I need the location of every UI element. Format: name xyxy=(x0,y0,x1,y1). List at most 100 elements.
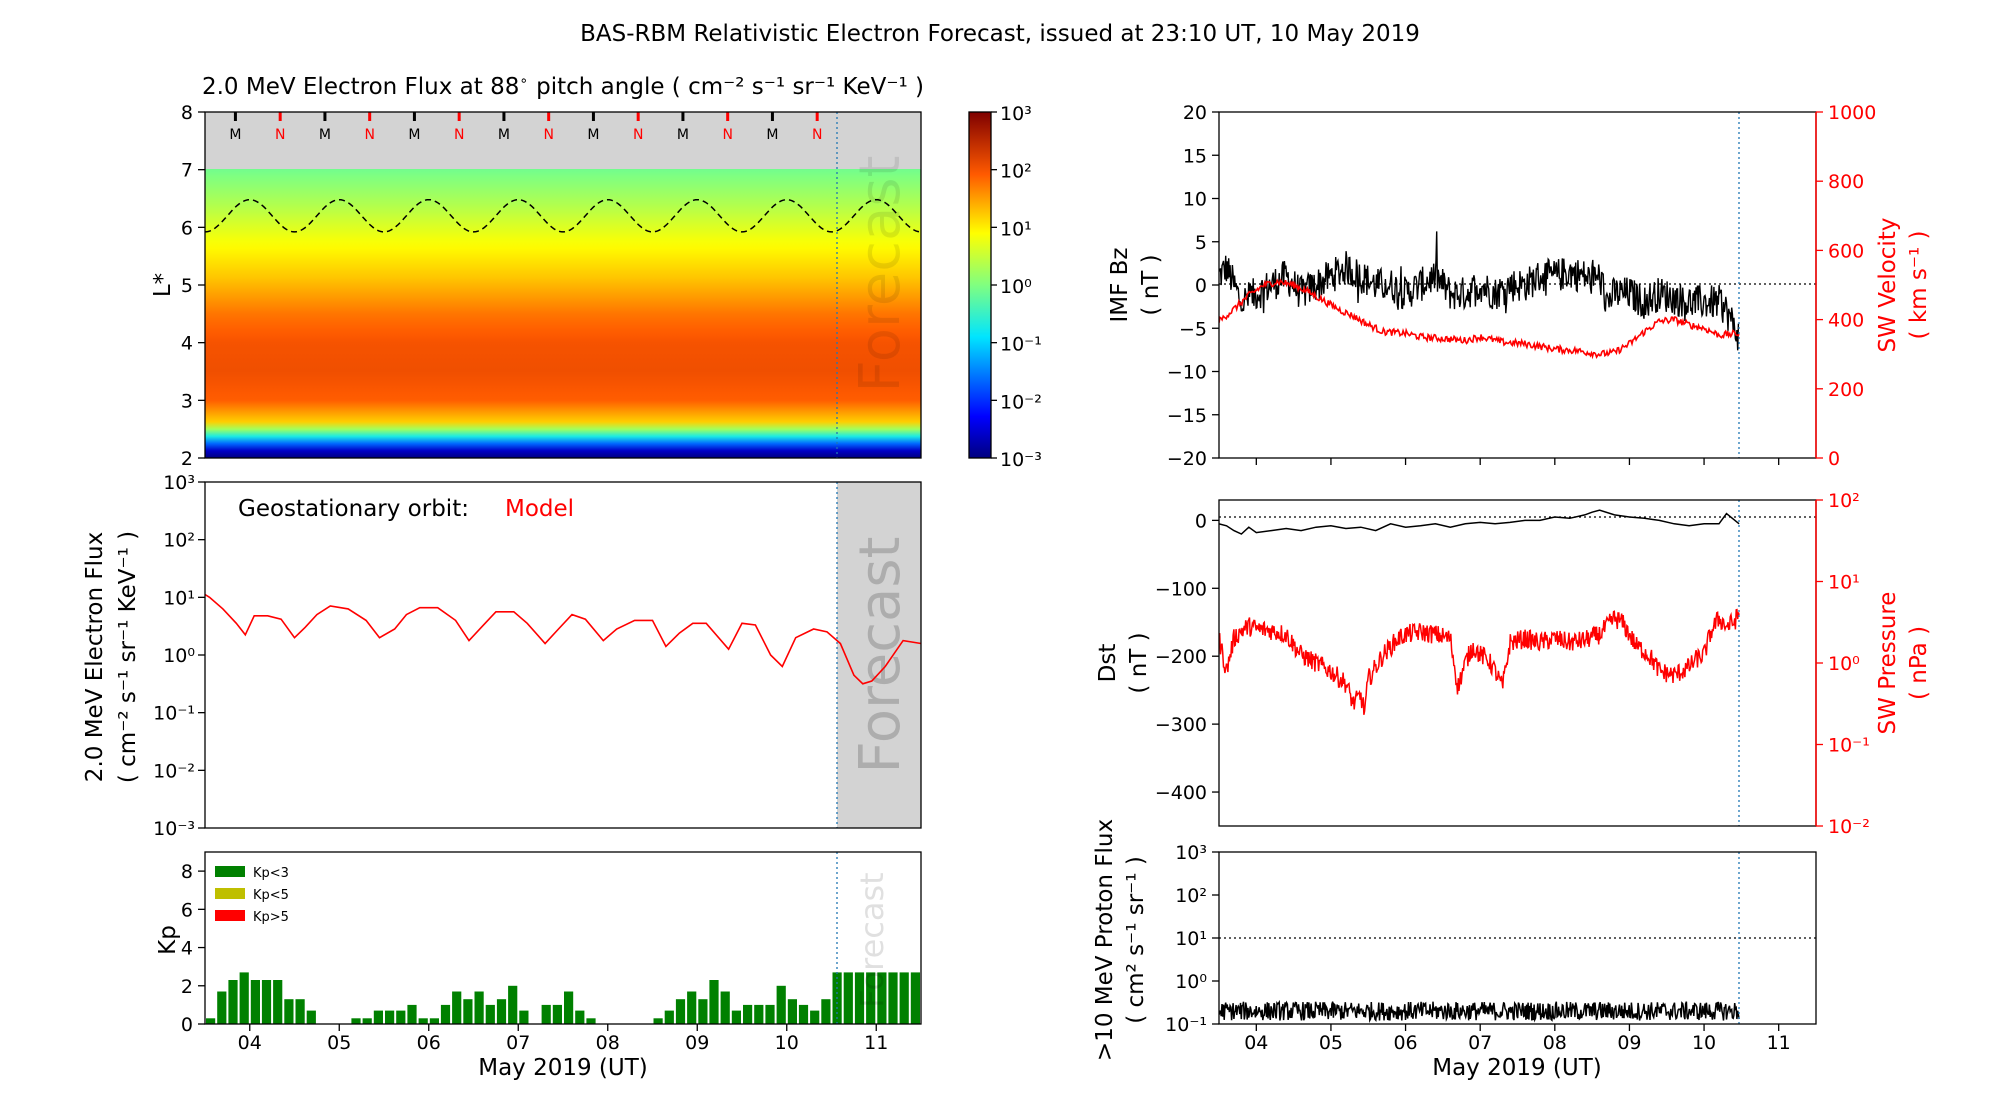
geo-ytick-label: 10¹ xyxy=(163,587,195,609)
imf-ylabel-units: ( nT ) xyxy=(1138,254,1164,315)
kp-bar xyxy=(306,1010,316,1024)
figure-title: BAS-RBM Relativistic Electron Forecast, … xyxy=(580,21,1420,47)
lstar-ytick-label: 4 xyxy=(181,333,193,355)
colorbar-tick-label: 10² xyxy=(1000,161,1032,183)
imf-y2tick-label: 1000 xyxy=(1828,102,1876,124)
geo-legend-model: Model xyxy=(505,496,574,522)
kp-bar xyxy=(351,1018,361,1024)
dst-ytick-label: −400 xyxy=(1155,782,1207,804)
geo-ytick-label: 10³ xyxy=(163,472,195,494)
imf-ytick-label: −5 xyxy=(1179,318,1207,340)
dst-ytick-label: −200 xyxy=(1155,646,1207,668)
kp-bar xyxy=(217,991,227,1024)
kp-bar xyxy=(810,1010,820,1024)
noon-marker: N xyxy=(275,127,285,143)
kp-frame xyxy=(204,851,922,1025)
kp-bar xyxy=(362,1018,372,1024)
kp-ytick-label: 4 xyxy=(181,938,193,960)
midnight-marker: M xyxy=(319,127,331,143)
kp-bar xyxy=(429,1018,439,1024)
colorbar-tick-label: 10³ xyxy=(1000,103,1032,125)
imf-y2label-units: ( km s⁻¹ ) xyxy=(1906,231,1932,340)
imf-y2tick-label: 400 xyxy=(1828,310,1864,332)
colorbar: 10⁻³ 10⁻² 10⁻¹ 10⁰ 10¹ 10² 10³ xyxy=(968,103,1042,471)
noon-marker: N xyxy=(364,127,374,143)
dst-ylabel-units: ( nT ) xyxy=(1126,632,1152,693)
kp-bar xyxy=(776,985,786,1024)
right-xtick-label: 07 xyxy=(1468,1032,1492,1054)
noon-marker: N xyxy=(454,127,464,143)
magnetopause-dashed-line xyxy=(204,198,922,233)
kp-bar xyxy=(273,980,283,1024)
kp-bar xyxy=(731,1010,741,1024)
geo-ylabel: 2.0 MeV Electron Flux xyxy=(82,532,108,782)
kp-bar xyxy=(910,972,920,1024)
right-xtick-label: 08 xyxy=(1543,1032,1567,1054)
dst-ytick-label: −300 xyxy=(1155,714,1207,736)
imf-y2tick-label: 600 xyxy=(1828,240,1864,262)
imf-y2tick-label: 200 xyxy=(1828,379,1864,401)
kp-bar xyxy=(675,999,686,1024)
left-xtick-label: 09 xyxy=(685,1032,709,1054)
lstar-ytick-label: 7 xyxy=(181,160,193,182)
kp-bar xyxy=(519,1010,529,1024)
left-xlabel: May 2019 (UT) xyxy=(478,1055,648,1081)
kp-bar xyxy=(452,991,462,1024)
kp-bar xyxy=(709,980,719,1024)
kp-bar xyxy=(888,972,898,1024)
geo-ytick-label: 10⁻³ xyxy=(153,818,195,840)
lstar-forecast-label: Forecast xyxy=(848,156,913,393)
midnight-marker: M xyxy=(677,127,689,143)
left-xtick-label: 07 xyxy=(506,1032,530,1054)
kp-bar xyxy=(698,999,708,1024)
kp-bar xyxy=(866,972,876,1024)
kp-legend-label: Kp<5 xyxy=(253,888,289,903)
kp-legend-swatch xyxy=(215,910,245,921)
kp-bar xyxy=(474,991,484,1024)
midnight-marker: M xyxy=(229,127,241,143)
lstar-title-units: pitch angle ( cm⁻² s⁻¹ sr⁻¹ KeV⁻¹ ) xyxy=(536,74,924,100)
kp-bar xyxy=(396,1010,406,1024)
imf-ytick-label: 0 xyxy=(1195,275,1207,297)
imf-y2tick-label: 0 xyxy=(1828,448,1840,470)
kp-forecast-label: Forecast xyxy=(853,872,891,1007)
kp-bar xyxy=(485,1004,495,1024)
geo-legend-text: Geostationary orbit: xyxy=(238,496,469,522)
kp-ytick-label: 6 xyxy=(181,899,193,921)
geo-ytick-label: 10⁻¹ xyxy=(153,703,195,725)
kp-bar xyxy=(284,999,294,1024)
dst-y2tick-label: 10⁰ xyxy=(1828,653,1860,675)
lstar-ytick-label: 3 xyxy=(181,390,193,412)
kp-bar xyxy=(440,1004,451,1024)
imf-ytick-label: −10 xyxy=(1167,362,1207,384)
midnight-marker: M xyxy=(587,127,599,143)
lstar-flux-field xyxy=(205,169,921,458)
right-xtick-label: 11 xyxy=(1767,1032,1791,1054)
kp-bar xyxy=(854,972,865,1024)
dst-ylabel: Dst xyxy=(1095,644,1121,683)
dst-y2label-units: ( nPa ) xyxy=(1906,626,1932,700)
imf-ytick-label: 5 xyxy=(1195,232,1207,254)
sw-pressure-line xyxy=(1219,608,1740,715)
right-xtick-label: 04 xyxy=(1244,1032,1268,1054)
kp-legend-swatch xyxy=(215,866,245,877)
geo-panel: Forecast Geostationary orbit: Model 10⁻³… xyxy=(82,472,922,840)
sw-velocity-line xyxy=(1219,278,1740,360)
kp-bar xyxy=(508,985,518,1024)
kp-bar xyxy=(653,1018,663,1024)
geo-ytick-label: 10² xyxy=(163,530,195,552)
colorbar-tick-label: 10⁻³ xyxy=(1000,449,1042,471)
imf-y2tick-label: 800 xyxy=(1828,171,1864,193)
proton-ylabel-units: ( cm² s⁻¹ sr⁻¹ ) xyxy=(1123,856,1149,1024)
midnight-marker: M xyxy=(408,127,420,143)
kp-bar xyxy=(206,1018,216,1024)
right-xtick-label: 06 xyxy=(1393,1032,1417,1054)
kp-bar xyxy=(261,980,272,1024)
imf-panel: −20 −15 −10 −5 0 5 10 15 20 0 200 400 600 800 1000 IM… xyxy=(1107,102,1932,470)
lstar-grey-region xyxy=(205,112,921,169)
noon-marker: N xyxy=(543,127,553,143)
right-xtick-label: 10 xyxy=(1692,1032,1716,1054)
proton-ytick-label: 10⁻¹ xyxy=(1165,1014,1207,1036)
kp-bar xyxy=(877,972,887,1024)
